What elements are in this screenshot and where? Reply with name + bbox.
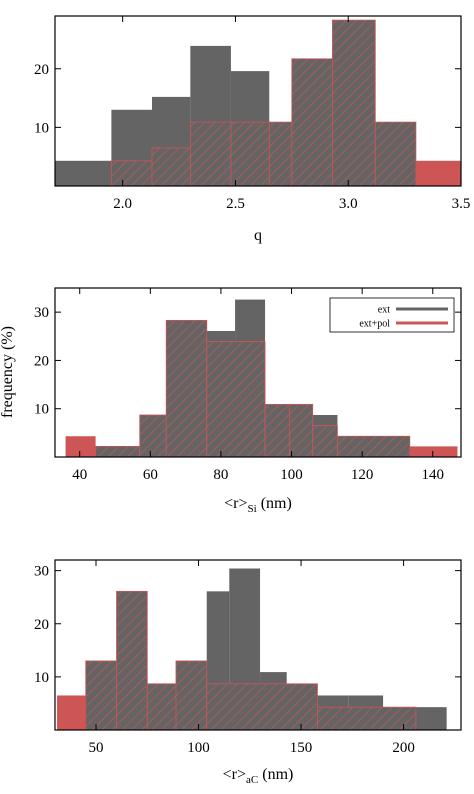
bar-overlap-3 [139, 414, 167, 458]
bar-ext-1 [55, 160, 112, 186]
x-tick-label: 120 [351, 467, 374, 483]
legend: ext ext+pol [329, 297, 455, 333]
x-tick-label: 200 [392, 740, 415, 756]
bar-overlap-5 [175, 660, 208, 731]
legend-box [329, 297, 455, 333]
bar-overlap-4 [165, 319, 208, 458]
bar-ext-pol-9 [415, 160, 461, 186]
bar-overlap-3 [116, 590, 148, 731]
y-tick-label: 10 [34, 402, 49, 418]
bar-ext-pol-1 [65, 436, 96, 457]
x-tick-label: 50 [89, 740, 104, 756]
panel-1: 2.0 2.5 3.0 3.5 10 20 q [34, 15, 471, 244]
x-tick-label: 40 [72, 467, 87, 483]
x-tick-label: 3.5 [452, 196, 471, 212]
y-tick-label: 20 [34, 617, 49, 633]
y-tick-label: 30 [34, 564, 49, 580]
panel-2: 40 60 80 100 120 140 10 20 30 <r>Si (nm) ext ext+po… [34, 287, 462, 515]
y-tick-label: 20 [34, 353, 49, 369]
x-axis-label: <r>aC (nm) [223, 766, 294, 786]
bar-overlap-2 [85, 660, 117, 731]
bar-overlap-1 [110, 160, 153, 187]
x-axis-label: <r>Si (nm) [224, 495, 292, 515]
bar-overlap-8 [312, 425, 338, 458]
bar-ext-pol-1 [57, 695, 86, 730]
bar-overlap-9 [337, 435, 411, 458]
plot-frame [54, 15, 462, 187]
y-tick-label: 20 [34, 62, 49, 78]
x-tick-label: 80 [213, 467, 228, 483]
y-axis-label: frequency (%) [0, 326, 16, 418]
bar-overlap-2 [95, 445, 141, 458]
bar-overlap-6 [206, 683, 318, 731]
x-tick-label: 3.0 [339, 196, 358, 212]
legend-label-1: ext [378, 305, 390, 316]
bar-overlap-5 [268, 121, 293, 187]
bar-overlap-8 [374, 121, 417, 187]
plot-frame [54, 559, 462, 731]
bar-overlap-5 [206, 341, 266, 458]
bar-overlap-4 [230, 121, 270, 187]
x-tick-label: 100 [187, 740, 210, 756]
y-tick-label: 30 [34, 305, 49, 321]
y-tick-label: 10 [34, 120, 49, 136]
x-tick-label: 150 [290, 740, 313, 756]
x-axis-label: q [254, 227, 262, 244]
bar-overlap-2 [151, 147, 191, 187]
bar-overlap-4 [146, 683, 177, 731]
bar-ext-10 [415, 707, 447, 730]
bar-overlap-6 [264, 403, 291, 458]
bar-overlap-7 [289, 403, 314, 458]
bar-overlap-6 [291, 58, 333, 187]
plot-frame [54, 287, 462, 458]
x-tick-label: 100 [280, 467, 303, 483]
x-tick-label: 60 [143, 467, 158, 483]
x-tick-label: 140 [422, 467, 445, 483]
y-tick-label: 10 [34, 670, 49, 686]
x-tick-label: 2.0 [113, 196, 132, 212]
bar-ext-pol-10 [409, 446, 458, 457]
bar-overlap-7 [317, 706, 417, 731]
legend-label-2: ext+pol [359, 319, 390, 330]
panel-3: 50 100 150 200 10 20 30 <r>aC (nm) [34, 559, 462, 786]
bar-overlap-3 [189, 121, 232, 187]
x-tick-label: 2.5 [226, 196, 245, 212]
bar-overlap-7 [332, 19, 376, 187]
